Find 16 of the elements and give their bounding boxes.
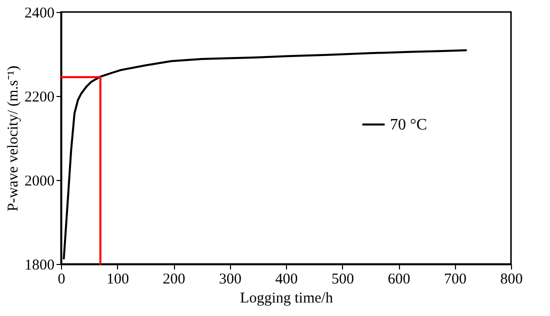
x-tick-label: 300: [219, 272, 242, 288]
legend-label: 70 °C: [390, 116, 428, 134]
x-tick-label: 200: [162, 272, 186, 288]
y-tick-label: 1800: [24, 258, 54, 274]
y-tick-label: 2200: [24, 90, 54, 106]
x-tick-label: 500: [332, 272, 354, 288]
x-tick-label: 800: [500, 272, 523, 288]
x-axis-title: Logging time/h: [240, 290, 334, 306]
x-tick-label: 700: [444, 272, 466, 288]
y-tick-label: 2000: [24, 174, 54, 190]
x-tick-label: 400: [275, 272, 298, 288]
x-tick-label: 0: [58, 272, 66, 288]
y-tick-label: 2400: [24, 6, 54, 22]
x-tick-label: 600: [388, 272, 410, 288]
x-tick-label: 100: [106, 272, 129, 288]
y-axis-title: P-wave velocity/ (m.s⁻¹): [6, 66, 22, 212]
